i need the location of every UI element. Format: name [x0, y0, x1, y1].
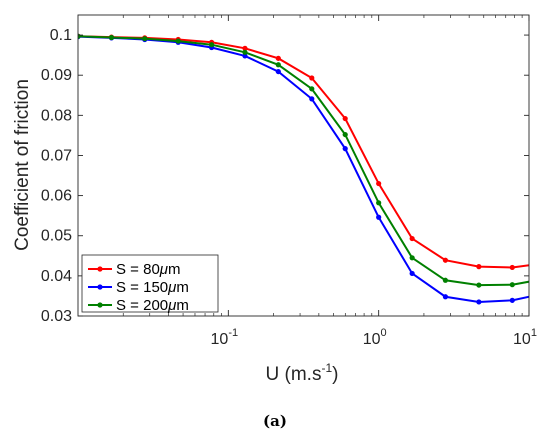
axes-box: [77, 14, 530, 317]
data-point: [175, 38, 181, 44]
data-point: [309, 75, 315, 81]
y-tick-label: 0.1: [50, 27, 72, 44]
data-point: [209, 42, 215, 48]
friction-chart: 0.03 0.04 0.05 0.06 0.07 0.08 0.09 0.1 10-1 100 10…: [12, 14, 548, 385]
data-point: [275, 68, 281, 75]
data-point: [142, 36, 148, 42]
data-point: [509, 282, 515, 288]
data-point: [509, 297, 515, 303]
data-point: [476, 264, 482, 270]
data-point: [442, 294, 449, 300]
x-axis-label: U (m.s-1): [266, 361, 339, 385]
data-point: [275, 62, 281, 68]
data-point: [242, 49, 248, 55]
data-point: [543, 276, 548, 281]
data-point: [342, 115, 348, 122]
data-point: [376, 200, 382, 206]
legend-marker: [97, 302, 103, 308]
y-tick-label: 0.08: [41, 107, 72, 124]
y-axis-label: Coefficient of friction: [12, 79, 33, 251]
data-point: [309, 96, 315, 102]
data-point: [476, 282, 482, 288]
data-point: [409, 255, 415, 261]
data-point: [543, 260, 548, 265]
y-tick-label: 0.07: [41, 147, 72, 164]
data-point: [342, 131, 348, 138]
legend-label: S = 200μm: [116, 297, 189, 314]
data-point: [409, 270, 415, 277]
data-point: [509, 264, 515, 271]
y-tick-label: 0.06: [41, 188, 72, 205]
data-point: [242, 45, 248, 51]
y-tick-label: 0.09: [41, 67, 72, 84]
legend-marker: [97, 284, 103, 290]
x-tick-label: 10-1: [211, 327, 239, 348]
legend-label: S = 80μm: [116, 261, 181, 278]
x-tick-label: 100: [363, 327, 387, 348]
legend-label: S = 150μm: [116, 279, 189, 296]
x-tick-label: 101: [513, 327, 537, 348]
data-point: [442, 277, 449, 283]
data-point: [342, 146, 348, 152]
data-point: [409, 235, 415, 242]
data-point: [442, 257, 449, 263]
data-point: [476, 299, 482, 305]
legend-marker: [97, 266, 103, 272]
y-tick-label: 0.03: [41, 308, 72, 325]
y-tick-label: 0.05: [41, 228, 72, 245]
data-point: [275, 55, 281, 61]
data-point: [309, 86, 315, 92]
data-point: [543, 291, 548, 296]
data-point: [376, 180, 382, 187]
legend-box: [81, 254, 219, 313]
figure-caption: (a): [263, 412, 287, 430]
data-point: [376, 214, 382, 220]
y-tick-label: 0.04: [41, 268, 72, 285]
data-point: [242, 53, 248, 59]
data-point: [108, 34, 115, 41]
